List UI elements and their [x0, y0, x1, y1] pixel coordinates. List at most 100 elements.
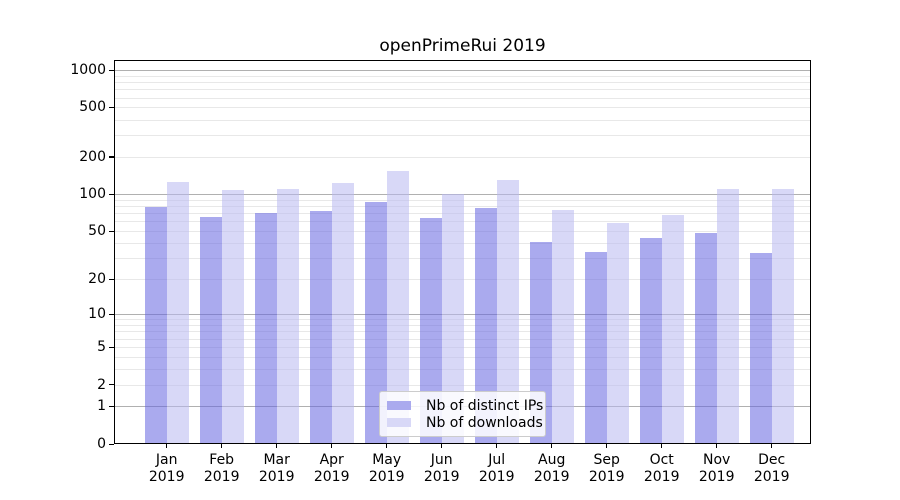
y-tick-label-20: 20: [88, 271, 106, 288]
y-tick-mark-5: [109, 346, 114, 348]
gridline-minor-50: [115, 231, 810, 233]
x-tick-label-nov: Nov 2019: [698, 452, 735, 485]
legend-swatch-distinct-ips: [387, 401, 411, 410]
plot-area-border: [114, 60, 811, 444]
x-tick-label-dec: Dec 2019: [753, 452, 790, 485]
x-tick-mark-feb: [221, 444, 223, 448]
bar-ips-feb: [199, 217, 222, 444]
y-tick-label-1000: 1000: [70, 62, 106, 78]
y-tick-label-50: 50: [88, 223, 106, 240]
x-tick-mark-aug: [551, 444, 553, 448]
gridline-minor-30: [115, 258, 810, 260]
x-tick-label-aug: Aug 2019: [533, 452, 570, 485]
x-tick-label-mar: Mar 2019: [258, 452, 295, 485]
gridline-minor-90: [115, 199, 810, 201]
legend-label-distinct-ips: Nb of distinct IPs: [426, 397, 544, 414]
gridline-major-100: [115, 194, 810, 196]
x-tick-mark-mar: [276, 444, 278, 448]
gridline-minor-80: [115, 206, 810, 208]
y-tick-mark-20: [109, 278, 114, 280]
bar-ips-jan: [144, 207, 167, 444]
y-tick-label-0: 0: [97, 436, 106, 452]
x-tick-mark-nov: [716, 444, 718, 448]
y-tick-mark-200: [109, 156, 114, 158]
x-tick-mark-sep: [606, 444, 608, 448]
x-tick-label-sep: Sep 2019: [588, 452, 625, 485]
gridline-minor-20: [115, 279, 810, 281]
y-tick-label-5: 5: [97, 339, 106, 355]
bar-downloads-apr: [331, 183, 354, 444]
gridline-minor-700: [115, 89, 810, 91]
y-tick-mark-1: [109, 405, 114, 408]
bar-downloads-oct: [661, 214, 684, 444]
bar-ips-sep: [584, 251, 607, 444]
y-tick-mark-2: [109, 384, 114, 386]
gridline-minor-900: [115, 75, 810, 77]
x-tick-mark-oct: [661, 444, 663, 448]
gridline-minor-40: [115, 242, 810, 244]
y-tick-mark-500: [109, 106, 114, 109]
x-tick-label-jun: Jun 2019: [423, 452, 460, 485]
gridline-minor-70: [115, 213, 810, 215]
bar-ips-apr: [309, 211, 332, 444]
x-tick-mark-may: [386, 444, 388, 448]
gridline-minor-300: [115, 135, 810, 137]
gridline-minor-600: [115, 97, 810, 99]
x-tick-label-oct: Oct 2019: [643, 452, 680, 485]
y-tick-label-10: 10: [88, 306, 106, 323]
x-tick-mark-jul: [496, 444, 498, 448]
gridline-minor-8: [115, 325, 810, 327]
bar-downloads-feb: [221, 189, 244, 444]
gridline-major-10: [115, 314, 810, 316]
gridline-minor-5: [115, 347, 810, 348]
legend-item-downloads: Nb of downloads: [387, 415, 543, 431]
gridline-minor-800: [115, 82, 810, 84]
gridline-minor-500: [115, 107, 810, 109]
y-tick-mark-50: [109, 230, 114, 232]
gridline-minor-6: [115, 338, 810, 340]
x-tick-label-apr: Apr 2019: [313, 452, 350, 485]
gridline-major-1000: [115, 70, 810, 71]
bar-downloads-jan: [166, 181, 189, 444]
y-tick-mark-0: [109, 443, 114, 445]
gridline-minor-3: [115, 368, 810, 370]
y-tick-label-100: 100: [79, 186, 106, 203]
x-tick-label-may: May 2019: [368, 452, 405, 485]
gridline-minor-60: [115, 221, 810, 223]
x-tick-label-feb: Feb 2019: [203, 452, 240, 485]
bar-ips-oct: [639, 237, 662, 444]
bar-ips-nov: [694, 233, 717, 444]
gridline-minor-4: [115, 356, 810, 358]
x-tick-mark-jun: [441, 444, 443, 448]
legend-swatch-downloads: [387, 418, 411, 427]
x-tick-mark-dec: [771, 444, 773, 448]
y-tick-label-1: 1: [97, 398, 106, 415]
y-tick-label-500: 500: [79, 99, 106, 116]
legend-label-downloads: Nb of downloads: [426, 414, 543, 431]
gridline-minor-2: [115, 384, 810, 386]
y-tick-label-2: 2: [97, 376, 106, 393]
y-tick-mark-100: [109, 193, 114, 195]
y-tick-label-200: 200: [79, 148, 106, 165]
bar-downloads-dec: [771, 189, 794, 444]
legend: Nb of distinct IPs Nb of downloads: [379, 391, 546, 437]
y-tick-mark-1000: [109, 69, 114, 71]
bar-downloads-sep: [606, 223, 629, 444]
gridline-minor-400: [115, 119, 810, 121]
x-tick-mark-jan: [166, 444, 168, 448]
y-tick-mark-10: [109, 313, 114, 315]
bar-downloads-mar: [276, 189, 299, 444]
legend-item-distinct-ips: Nb of distinct IPs: [387, 398, 543, 414]
x-tick-label-jan: Jan 2019: [148, 452, 185, 485]
bar-ips-mar: [254, 213, 277, 444]
x-tick-mark-apr: [331, 444, 333, 448]
gridline-minor-7: [115, 331, 810, 333]
gridline-minor-200: [115, 156, 810, 158]
chart-title: openPrimeRui 2019: [379, 36, 546, 56]
bar-downloads-aug: [551, 209, 574, 444]
bar-ips-dec: [749, 253, 772, 444]
gridline-minor-9: [115, 319, 810, 321]
bar-downloads-nov: [716, 189, 739, 444]
x-tick-label-jul: Jul 2019: [478, 452, 515, 485]
